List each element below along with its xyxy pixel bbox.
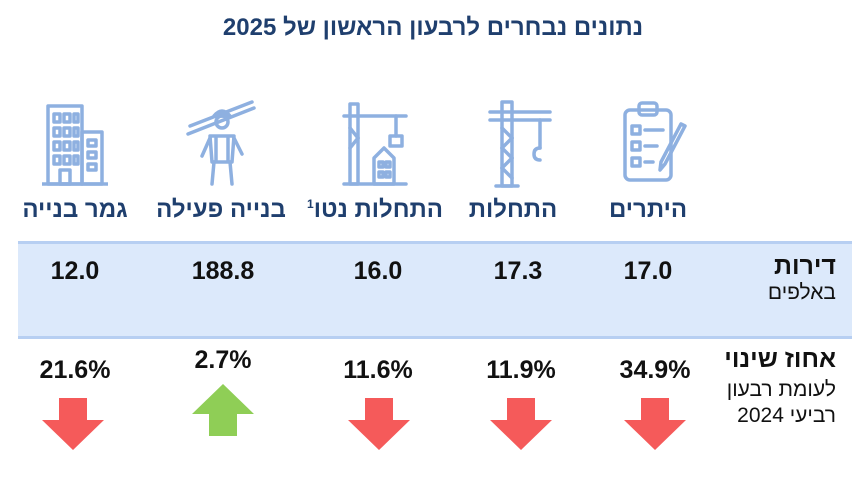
arrow-down-icon	[624, 398, 686, 450]
change-row-subtitle-2: רביעי 2024	[737, 404, 836, 427]
starts-label: התחלות	[468, 196, 558, 223]
active-construction-value: 188.8	[191, 257, 255, 285]
completed-building-icon	[36, 98, 116, 188]
arrow-up-icon	[192, 384, 254, 436]
units-row-band	[18, 241, 852, 339]
units-row-title: דירות	[774, 252, 836, 280]
starts-value: 17.3	[493, 257, 543, 285]
completions-value: 12.0	[50, 257, 100, 285]
arrow-down-icon	[348, 398, 410, 450]
completions-change: 21.6%	[39, 356, 111, 384]
units-row-header: דירות באלפים	[768, 252, 836, 305]
net-starts-change: 11.6%	[343, 356, 413, 384]
net-starts-label: התחלות נטו1	[307, 196, 443, 223]
page-title: נתונים נבחרים לרבעון הראשון של 2025	[222, 14, 644, 41]
tower-crane-icon	[478, 98, 558, 188]
building-under-construction-icon	[334, 98, 414, 188]
clipboard-checklist-icon	[615, 98, 695, 188]
active-construction-change: 2.7%	[194, 346, 252, 374]
change-row-subtitle-1: לעומת רבעון	[726, 378, 836, 401]
permits-value: 17.0	[623, 257, 673, 285]
construction-worker-icon	[182, 98, 262, 188]
active-construction-label: בנייה פעילה	[156, 196, 286, 223]
completions-label: גמר בנייה	[22, 196, 128, 223]
permits-change: 34.9%	[619, 356, 691, 384]
arrow-down-icon	[490, 398, 552, 450]
change-row-header: אחוז שינוי לעומת רבעון רביעי 2024	[724, 345, 836, 428]
units-row-subtitle: באלפים	[767, 281, 836, 304]
change-row-title: אחוז שינוי	[724, 345, 836, 373]
net-starts-value: 16.0	[353, 257, 403, 285]
arrow-down-icon	[42, 398, 104, 450]
permits-label: היתרים	[608, 196, 688, 223]
starts-change: 11.9%	[486, 356, 556, 384]
